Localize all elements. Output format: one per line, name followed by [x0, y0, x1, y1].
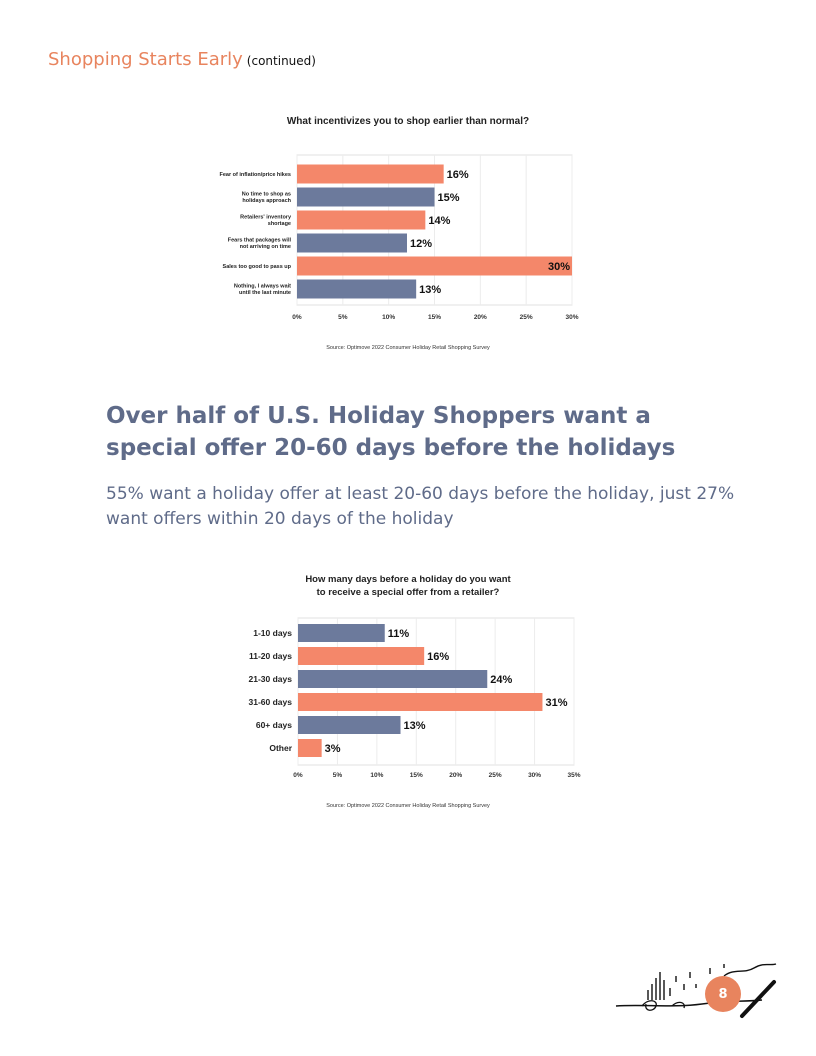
section-subtitle: (continued)	[246, 54, 316, 68]
x-tick-label: 10%	[370, 772, 383, 779]
bar	[297, 233, 407, 253]
category-label: Fear of inflation/price hikes	[219, 172, 291, 178]
data-label: 31%	[545, 697, 567, 709]
category-label: Sales too good to pass up	[223, 264, 292, 270]
bar	[298, 624, 385, 642]
x-tick-label: 0%	[293, 772, 303, 779]
category-label: Fears that packages will	[228, 238, 292, 244]
data-label: 16%	[447, 169, 469, 181]
x-tick-label: 0%	[292, 314, 302, 321]
chart-title: to receive a special offer from a retail…	[317, 587, 500, 598]
bar	[298, 739, 322, 757]
data-label: 13%	[404, 720, 426, 732]
bar	[298, 716, 401, 734]
x-tick-label: 5%	[333, 772, 343, 779]
section-title: Shopping Starts Early	[48, 49, 243, 70]
chart-title: What incentivizes you to shop earlier th…	[287, 116, 529, 127]
x-tick-label: 30%	[565, 314, 578, 321]
bar	[298, 670, 488, 688]
x-tick-label: 20%	[474, 314, 487, 321]
section-subtext: 55% want a holiday offer at least 20-60 …	[106, 484, 735, 529]
category-label: Retailers' inventory	[240, 215, 292, 221]
category-label: 31-60 days	[249, 697, 293, 707]
category-label: holidays approach	[242, 198, 291, 204]
category-label: until the last minute	[239, 290, 291, 296]
category-label: not arriving on time	[240, 244, 291, 250]
category-label: shortage	[268, 221, 291, 227]
category-label: No time to shop as	[242, 192, 291, 198]
category-label: 1-10 days	[253, 628, 292, 638]
section-heading: Over half of U.S. Holiday Shoppers want …	[106, 403, 676, 461]
data-label: 3%	[325, 743, 341, 755]
data-label: 24%	[490, 674, 512, 686]
brand-logo-icon	[615, 963, 777, 1018]
x-tick-label: 10%	[382, 314, 395, 321]
x-tick-label: 25%	[520, 314, 533, 321]
data-label: 14%	[428, 215, 450, 227]
bar	[297, 210, 426, 230]
x-tick-label: 20%	[449, 772, 462, 779]
data-label: 13%	[419, 284, 441, 296]
bar	[298, 647, 425, 665]
bar	[297, 187, 435, 207]
page-number-badge: 8	[705, 976, 741, 1012]
x-tick-label: 25%	[489, 772, 502, 779]
data-label: 16%	[427, 651, 449, 663]
category-label: 21-30 days	[249, 674, 293, 684]
x-tick-label: 15%	[410, 772, 423, 779]
data-label: 12%	[410, 238, 432, 250]
category-label: Nothing, I always wait	[234, 284, 291, 290]
offer-timing-bar-chart: How many days before a holiday do you wa…	[249, 574, 581, 809]
category-label: 11-20 days	[249, 651, 292, 661]
incentives-bar-chart: What incentivizes you to shop earlier th…	[219, 116, 578, 351]
chart-source: Source: Optimove 2022 Consumer Holiday R…	[326, 803, 490, 809]
data-label: 30%	[548, 261, 570, 273]
bar	[298, 693, 543, 711]
x-tick-label: 5%	[338, 314, 348, 321]
data-label: 15%	[438, 192, 460, 204]
chart-source: Source: Optimove 2022 Consumer Holiday R…	[326, 345, 490, 351]
x-tick-label: 35%	[567, 772, 580, 779]
category-label: 60+ days	[256, 720, 292, 730]
bar	[297, 279, 417, 299]
data-label: 11%	[388, 628, 410, 640]
page-header: Shopping Starts Early (continued)	[48, 49, 316, 70]
x-tick-label: 30%	[528, 772, 541, 779]
bar	[297, 256, 572, 276]
bar	[297, 164, 444, 184]
x-tick-label: 15%	[428, 314, 441, 321]
chart-title: How many days before a holiday do you wa…	[305, 574, 511, 585]
category-label: Other	[269, 743, 292, 753]
